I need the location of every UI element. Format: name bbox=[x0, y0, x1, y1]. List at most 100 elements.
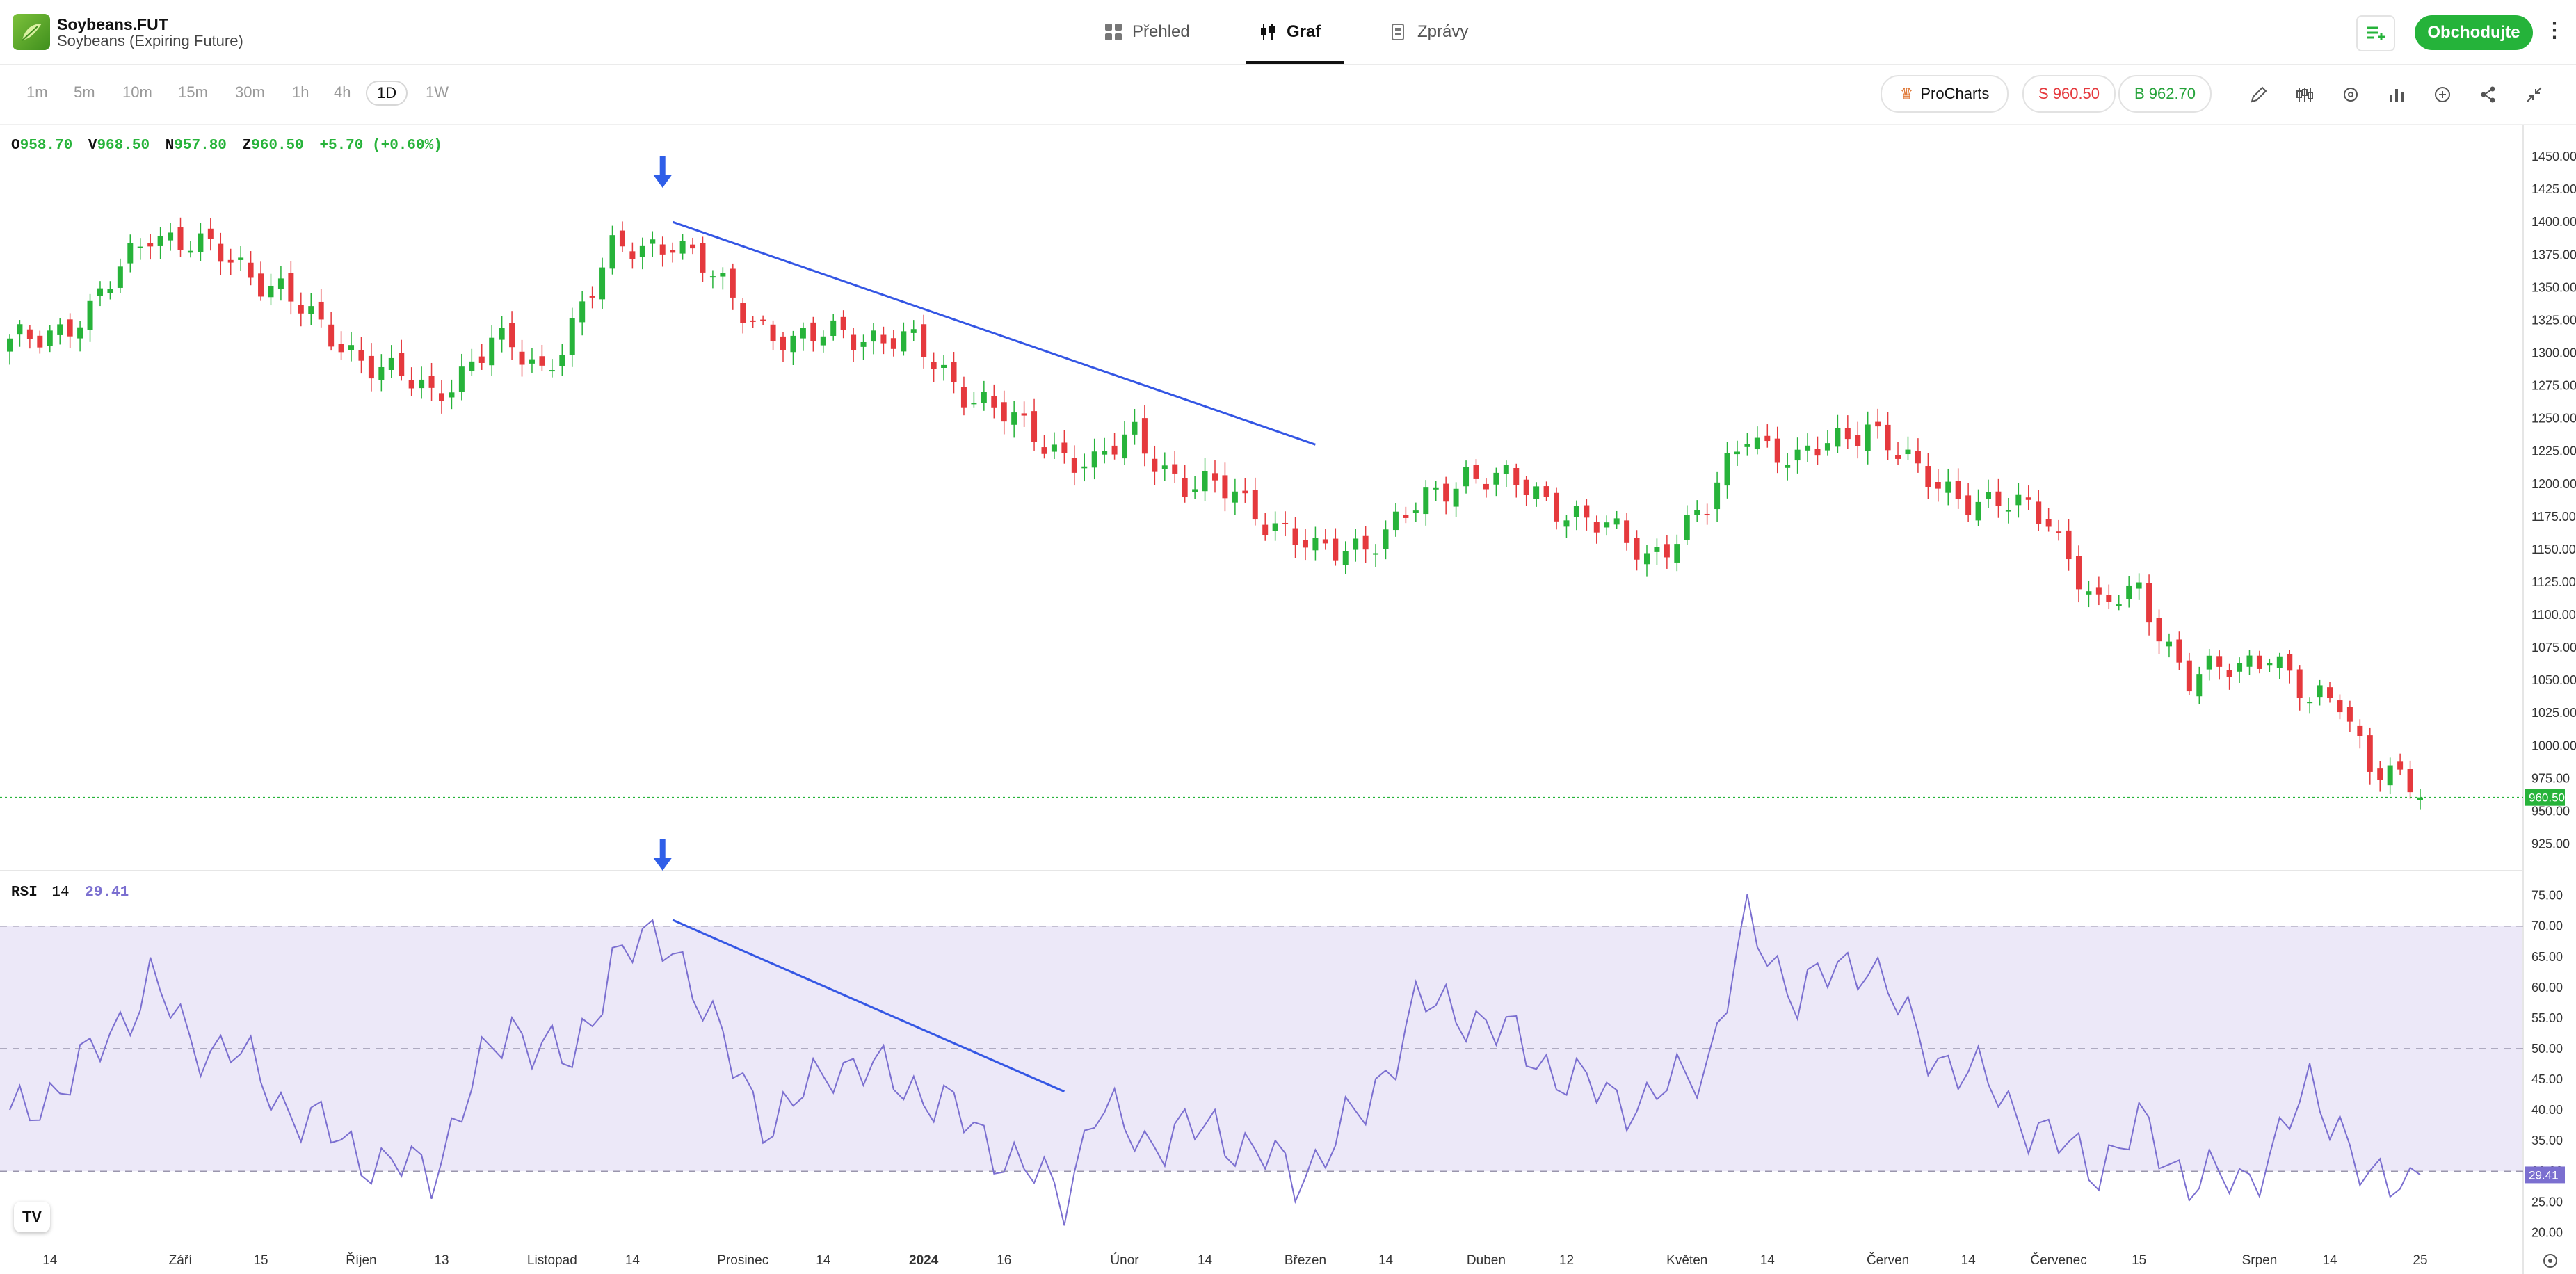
candle-body bbox=[1071, 458, 1077, 473]
candle-body bbox=[1061, 442, 1068, 453]
grid bbox=[0, 125, 2524, 1274]
candle-body bbox=[2276, 656, 2283, 668]
candle-body bbox=[2086, 591, 2092, 595]
price-tick: 1425.00 bbox=[2531, 182, 2576, 196]
price-tick: 1125.00 bbox=[2531, 575, 2576, 589]
time-tick: 14 bbox=[42, 1253, 58, 1268]
candle-body bbox=[438, 393, 444, 401]
candle-body bbox=[2056, 531, 2062, 533]
timeframe-5m[interactable]: 5m bbox=[74, 83, 95, 101]
candle-body bbox=[1463, 467, 1470, 487]
timeframe-1m[interactable]: 1m bbox=[26, 83, 48, 101]
candle-body bbox=[1132, 421, 1138, 435]
candle-body bbox=[991, 396, 997, 408]
tab-overview[interactable]: Přehled bbox=[1104, 0, 1190, 64]
price-tick: 1300.00 bbox=[2531, 346, 2576, 360]
candle-body bbox=[629, 251, 636, 259]
candle-body bbox=[358, 350, 364, 361]
share-icon[interactable] bbox=[2479, 85, 2498, 104]
collapse-icon[interactable] bbox=[2525, 85, 2544, 104]
candle-body bbox=[288, 273, 294, 302]
candle-body bbox=[338, 344, 344, 353]
timeframe-10m[interactable]: 10m bbox=[122, 83, 152, 101]
price-tick: 1450.00 bbox=[2531, 150, 2576, 163]
time-settings-icon[interactable] bbox=[2541, 1252, 2559, 1270]
timeframe-30m[interactable]: 30m bbox=[235, 83, 265, 101]
price-tick: 1000.00 bbox=[2531, 739, 2576, 752]
chart-type-icon[interactable] bbox=[2387, 85, 2406, 104]
candle-body bbox=[1865, 424, 1871, 451]
candle-body bbox=[1935, 481, 1941, 489]
procharts-button[interactable]: ♛ ProCharts bbox=[1881, 75, 2009, 113]
timeframe-4h[interactable]: 4h bbox=[334, 83, 351, 101]
price-tick: 1200.00 bbox=[2531, 477, 2576, 491]
candle-body bbox=[1805, 445, 1811, 451]
candle-body bbox=[1031, 411, 1038, 442]
candle-body bbox=[951, 362, 957, 382]
candle-body bbox=[509, 323, 515, 348]
settings-gear-icon[interactable] bbox=[2341, 85, 2360, 104]
price-tick: 1175.00 bbox=[2531, 510, 2576, 524]
instrument-name: Soybeans (Expiring Future) bbox=[57, 32, 243, 49]
add-to-list-icon bbox=[2367, 26, 2385, 40]
candle-body bbox=[1895, 455, 1901, 459]
high-label: V bbox=[88, 138, 97, 154]
candle-body bbox=[1754, 437, 1760, 450]
price-tick: 1025.00 bbox=[2531, 706, 2576, 720]
candle-body bbox=[127, 243, 134, 264]
trade-button[interactable]: Obchodujte bbox=[2415, 15, 2533, 50]
candle-body bbox=[1875, 421, 1881, 427]
time-tick: 14 bbox=[1961, 1253, 1977, 1268]
time-tick: 14 bbox=[625, 1253, 641, 1268]
indicators-icon[interactable] bbox=[2295, 85, 2315, 104]
add-circle-icon[interactable] bbox=[2433, 85, 2452, 104]
candle-body bbox=[1403, 515, 1409, 518]
candle-body bbox=[599, 267, 606, 300]
candle-body bbox=[960, 387, 967, 408]
top-bar: Soybeans.FUT Soybeans (Expiring Future) … bbox=[0, 0, 2576, 65]
candle-body bbox=[1141, 418, 1148, 454]
tab-news[interactable]: Zprávy bbox=[1391, 0, 1468, 64]
buy-button[interactable]: B 962.70 bbox=[2118, 75, 2212, 113]
candle-body bbox=[569, 318, 575, 355]
tab-chart[interactable]: Graf bbox=[1246, 0, 1345, 64]
price-tick: 1250.00 bbox=[2531, 412, 2576, 426]
candle-body bbox=[2367, 735, 2373, 772]
candle-body bbox=[971, 403, 977, 405]
sell-button[interactable]: S 960.50 bbox=[2022, 75, 2116, 113]
candle-body bbox=[218, 243, 224, 262]
rsi-peak-arrow bbox=[653, 858, 672, 871]
watchlist-button[interactable] bbox=[2356, 15, 2395, 51]
more-options-icon[interactable]: ⋮ bbox=[2544, 19, 2565, 42]
price-chart[interactable]: 1450.001425.001400.001375.001350.001325.… bbox=[0, 125, 2576, 1274]
candle-body bbox=[1955, 481, 1961, 499]
timeframe-15m[interactable]: 15m bbox=[178, 83, 208, 101]
candle-body bbox=[1202, 470, 1208, 492]
rsi-period: 14 bbox=[51, 885, 69, 901]
candle-body bbox=[709, 276, 716, 278]
candle-body bbox=[2397, 761, 2404, 770]
candle-body bbox=[860, 341, 867, 347]
candle-body bbox=[1523, 479, 1529, 496]
close-label: Z bbox=[243, 138, 252, 154]
candle-body bbox=[1333, 538, 1339, 561]
candle-body bbox=[7, 338, 13, 352]
candle-body bbox=[670, 250, 676, 253]
timeframe-1h[interactable]: 1h bbox=[292, 83, 309, 101]
candle-body bbox=[760, 319, 766, 321]
candle-body bbox=[1654, 547, 1660, 552]
instrument-symbol: Soybeans.FUT bbox=[57, 15, 168, 33]
candlesticks bbox=[0, 217, 2523, 810]
draw-pencil-icon[interactable] bbox=[2249, 85, 2269, 104]
candle-body bbox=[1021, 413, 1027, 416]
candle-body bbox=[1584, 505, 1590, 518]
candle-body bbox=[2196, 674, 2203, 697]
candle-body bbox=[1995, 491, 2002, 506]
timeframe-1d[interactable]: 1D bbox=[366, 81, 408, 106]
candle-body bbox=[2106, 595, 2112, 602]
timeframe-1w[interactable]: 1W bbox=[426, 83, 449, 101]
candle-body bbox=[1965, 495, 1972, 515]
price-tick: 1225.00 bbox=[2531, 444, 2576, 458]
candle-body bbox=[2126, 585, 2132, 599]
candle-body bbox=[2206, 655, 2212, 670]
